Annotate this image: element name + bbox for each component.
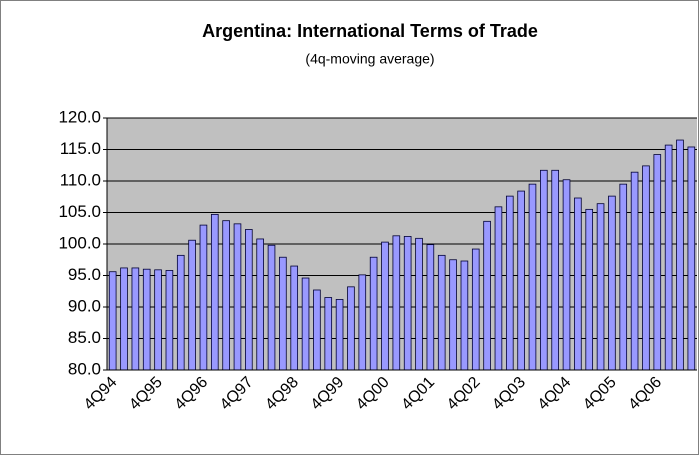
bar [233, 223, 242, 371]
bar [108, 271, 117, 371]
bar [449, 259, 457, 371]
y-tick-label: 110.0 [60, 170, 101, 189]
bar [517, 190, 525, 371]
bar [301, 277, 310, 371]
bar [687, 146, 696, 371]
bar [267, 244, 276, 371]
bar [642, 165, 650, 371]
bar [131, 267, 140, 371]
bar [313, 289, 321, 371]
bar [188, 239, 196, 371]
y-tick-label: 100.0 [58, 233, 101, 252]
bar [574, 197, 582, 371]
bar [460, 260, 469, 371]
y-tick-label: 85.0 [68, 328, 101, 347]
y-tick-label: 90.0 [68, 296, 101, 315]
y-tick-label: 95.0 [68, 265, 101, 284]
bar [483, 220, 491, 371]
bar [505, 195, 514, 371]
bar [630, 171, 639, 371]
bar [120, 267, 128, 371]
bar [154, 269, 162, 371]
bar [210, 213, 219, 371]
bar [528, 183, 537, 371]
bar [324, 297, 333, 371]
bar [653, 154, 662, 371]
bar [245, 229, 253, 371]
bar [664, 144, 673, 371]
bar [551, 169, 559, 371]
bar [256, 238, 264, 371]
y-tick-label: 105.0 [58, 202, 101, 221]
bar [619, 183, 628, 371]
bar [290, 265, 299, 371]
bar [142, 268, 151, 371]
bar [392, 235, 401, 371]
bar [494, 206, 503, 371]
chart-title: Argentina: International Terms of Trade [202, 21, 538, 41]
bar [585, 208, 594, 371]
bar [562, 179, 571, 371]
bar [199, 224, 208, 371]
bar [596, 203, 605, 371]
bar [358, 274, 367, 371]
y-tick-label: 80.0 [68, 359, 101, 378]
bar [415, 237, 423, 371]
bar [279, 256, 287, 371]
bar [165, 270, 174, 371]
y-tick-label: 120.0 [58, 107, 101, 126]
bar [426, 244, 435, 371]
bar [347, 286, 355, 371]
bar [335, 299, 344, 371]
y-tick-label: 115.0 [60, 139, 101, 158]
bar [540, 169, 548, 371]
bar [608, 195, 616, 371]
bar [176, 254, 185, 371]
chart-subtitle: (4q-moving average) [305, 51, 434, 67]
bar [471, 248, 480, 371]
bar [381, 241, 389, 371]
bar [369, 256, 378, 371]
bar [222, 220, 230, 371]
bar [676, 139, 684, 371]
bar [403, 236, 412, 371]
bar [437, 254, 446, 371]
